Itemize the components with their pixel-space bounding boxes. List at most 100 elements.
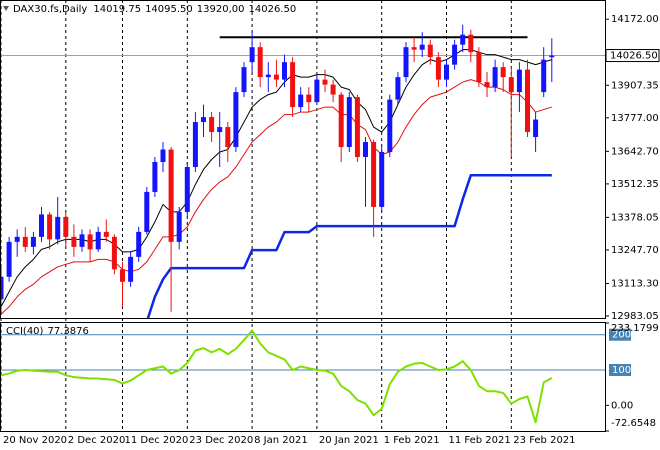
candle-body xyxy=(427,44,433,58)
x-tick-label: 11 Feb 2021 xyxy=(449,435,511,446)
cci-panel xyxy=(0,329,605,424)
candle-body xyxy=(403,47,409,78)
candle-body xyxy=(257,47,263,78)
candle-body xyxy=(79,234,85,247)
candle-body xyxy=(39,214,44,237)
x-tick-label: 1 Feb 2021 xyxy=(384,435,440,446)
cci-line xyxy=(0,329,553,424)
x-tick-label: 23 Feb 2021 xyxy=(513,435,575,446)
candle-body xyxy=(168,149,174,242)
candle-body xyxy=(371,142,377,207)
candle-body xyxy=(290,62,296,108)
candle-body xyxy=(363,142,368,158)
level-label: 100 xyxy=(612,365,631,376)
candle-body xyxy=(273,74,279,80)
x-tick-label: 20 Nov 2020 xyxy=(3,435,67,446)
candle-body xyxy=(217,127,223,133)
candle-body xyxy=(6,241,12,277)
high-value: 14095.50 xyxy=(145,4,193,15)
candle-body xyxy=(233,92,239,148)
y-tick-label: 233.1799 xyxy=(611,323,659,334)
price-frame xyxy=(0,0,606,319)
candle-body xyxy=(354,97,360,158)
candle-body xyxy=(387,99,393,153)
candle-body xyxy=(71,236,77,247)
candle-body xyxy=(0,276,4,300)
x-tick-label: 2 Dec 2020 xyxy=(68,435,126,446)
symbol: DAX30.fs,Daily xyxy=(13,4,87,15)
candle-body xyxy=(338,94,344,148)
candle-body xyxy=(282,62,287,80)
level-box xyxy=(609,328,631,341)
indicator-line xyxy=(0,79,552,315)
open-value: 14019.75 xyxy=(93,4,141,15)
candle-body xyxy=(201,117,206,123)
y-tick-label: 13907.35 xyxy=(611,80,659,91)
candle-body xyxy=(249,47,255,63)
candle-body xyxy=(30,236,36,247)
y-tick-label: 13247.70 xyxy=(611,245,659,256)
candle-body xyxy=(241,67,247,93)
y-tick-label: 13378.05 xyxy=(611,212,659,223)
current-price-label: 14026.50 xyxy=(610,51,658,62)
candle-body xyxy=(136,231,142,257)
low-value: 13920,00 xyxy=(197,4,245,15)
indicator-line xyxy=(146,173,552,318)
axes: 20 Nov 2020 2 Dec 2020 11 Dec 2020 23 Dec 2… xyxy=(3,14,660,446)
cci-frame xyxy=(0,322,606,432)
close-value: 14026.50 xyxy=(249,4,297,15)
candle-body xyxy=(411,47,417,50)
candle-body xyxy=(468,34,474,53)
candle-body xyxy=(379,152,385,207)
candle-body xyxy=(209,117,215,133)
candle-body xyxy=(87,234,93,250)
candle-body xyxy=(95,231,101,250)
candle-body xyxy=(492,67,498,88)
candle-body xyxy=(516,69,522,93)
candle-body xyxy=(306,94,312,103)
candle-body xyxy=(322,79,328,85)
symbol-icon xyxy=(3,6,9,11)
candle-body xyxy=(508,77,514,93)
candle-body xyxy=(330,84,336,95)
level-box xyxy=(609,364,631,377)
candle-body xyxy=(192,122,198,167)
candle-body xyxy=(476,52,482,83)
candle-body xyxy=(298,94,304,108)
x-tick-label: 8 Jan 2021 xyxy=(254,435,308,446)
price-panel xyxy=(0,24,605,318)
y-tick-label: 13642.70 xyxy=(611,146,659,157)
candle-body xyxy=(152,161,158,192)
candle-body xyxy=(120,269,125,282)
candle-body xyxy=(395,77,401,100)
candle-body xyxy=(346,97,352,148)
indicator-line xyxy=(0,49,552,308)
candle-body xyxy=(225,127,231,148)
candle-body xyxy=(103,231,109,237)
candle-body xyxy=(128,256,134,282)
candle-body xyxy=(265,74,271,78)
x-tick-label: 20 Jan 2021 xyxy=(319,435,379,446)
candle-body xyxy=(549,55,555,58)
candle-body xyxy=(314,79,320,103)
y-tick-label: 13512.35 xyxy=(611,179,659,190)
candle-body xyxy=(541,59,547,93)
candle-body xyxy=(452,44,458,65)
candle-body xyxy=(460,34,466,45)
candle-body xyxy=(435,57,441,80)
candle-body xyxy=(176,211,182,242)
candle-body xyxy=(144,191,150,232)
candle-body xyxy=(533,119,539,138)
y-tick-label: 13113.30 xyxy=(611,278,659,289)
chart-header: DAX30.fs,Daily 14019.75 14095.50 13920,00 14… xyxy=(13,4,296,15)
candle-body xyxy=(160,149,166,162)
y-tick-label: -72.6548 xyxy=(611,418,656,429)
candle-body xyxy=(525,69,530,133)
candle-body xyxy=(184,166,190,212)
x-tick-label: 23 Dec 2020 xyxy=(189,435,253,446)
candle-body xyxy=(14,236,20,242)
candle-body xyxy=(55,216,61,240)
candle-body xyxy=(500,67,506,78)
cci-name: CCI(40) xyxy=(6,326,44,337)
